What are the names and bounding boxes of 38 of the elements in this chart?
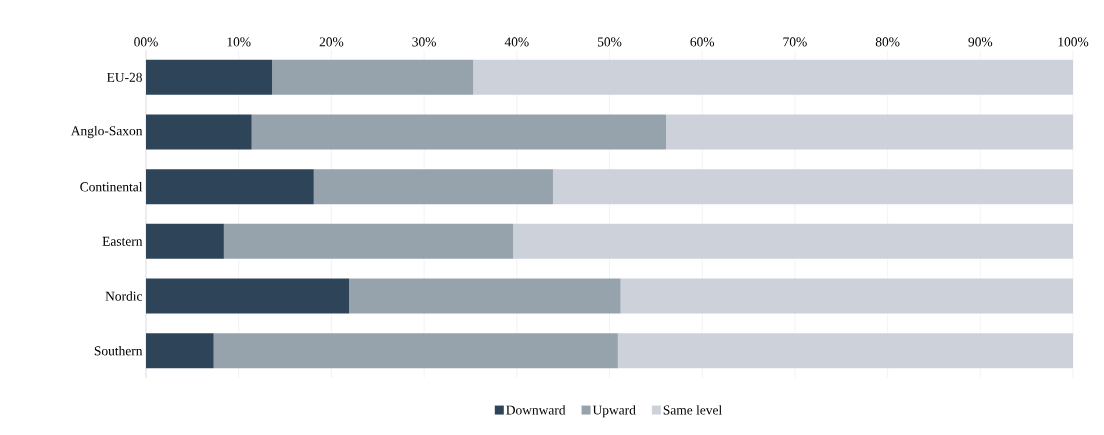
y-tick-label: Continental: [80, 181, 143, 192]
bar: [666, 114, 1074, 150]
bar: [146, 169, 314, 205]
x-tick-label: 00%: [134, 37, 158, 47]
x-tick-label: 100%: [1058, 37, 1089, 47]
x-tick-label: 80%: [875, 37, 900, 47]
x-tick-label: 20%: [319, 37, 344, 47]
bar: [620, 278, 1074, 314]
bar: [213, 333, 618, 369]
x-tick-label: 90%: [968, 37, 993, 47]
bar: [146, 114, 252, 150]
bar: [313, 169, 553, 205]
y-tick-label: Southern: [94, 345, 143, 356]
legend-label: Downward: [506, 405, 566, 415]
x-tick-label: 60%: [690, 37, 715, 47]
bar: [251, 114, 667, 150]
x-tick-label: 70%: [783, 37, 807, 47]
bar: [349, 278, 621, 314]
bar: [513, 223, 1074, 259]
bar: [552, 169, 1074, 205]
x-tick-label: 10%: [227, 37, 251, 47]
y-tick-label: Nordic: [105, 291, 143, 301]
x-tick-label: 50%: [597, 37, 622, 47]
y-tick-label: EU-28: [107, 72, 142, 82]
bar: [473, 59, 1074, 95]
y-tick-label: Anglo-Saxon: [70, 125, 143, 139]
legend-label: Upward: [592, 405, 636, 418]
bar: [272, 59, 474, 95]
legend-label: Same level: [663, 405, 722, 415]
x-tick-label: 40%: [504, 37, 529, 47]
bar: [223, 223, 514, 259]
bar: [146, 59, 273, 95]
bar: [146, 223, 224, 259]
bar: [617, 333, 1074, 369]
bar: [146, 333, 214, 369]
x-tick-label: 30%: [412, 37, 436, 47]
y-tick-label: Eastern: [102, 236, 143, 246]
bar: [146, 278, 350, 314]
